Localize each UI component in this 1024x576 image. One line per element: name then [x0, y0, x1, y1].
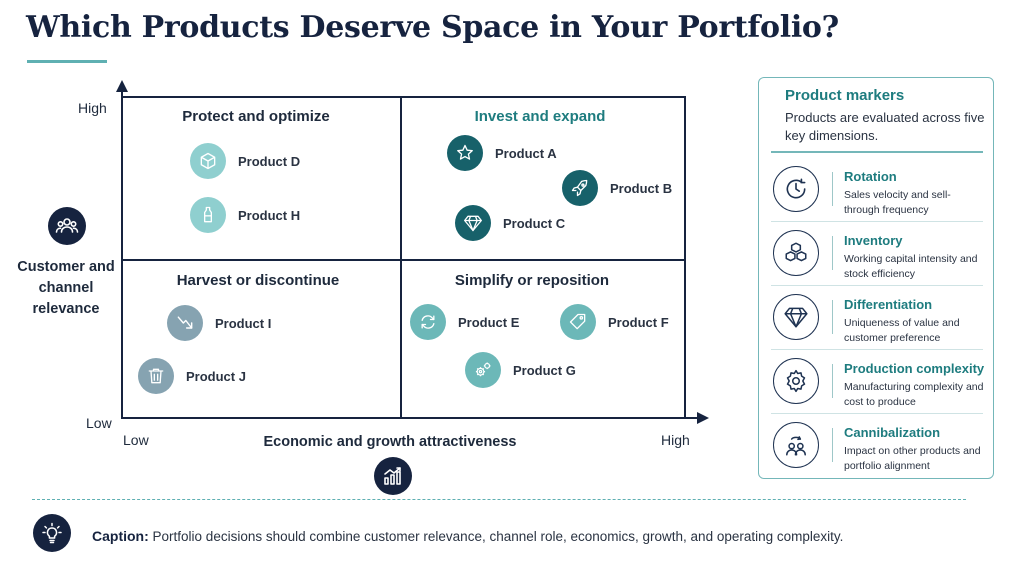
- lightbulb-icon: [33, 514, 71, 552]
- marker-separator: [832, 300, 833, 334]
- product-label: Product F: [608, 314, 669, 330]
- caption-divider: [32, 499, 966, 500]
- tag-icon: [560, 304, 596, 340]
- product-label: Product A: [495, 145, 557, 161]
- x-axis-low-label: Low: [123, 432, 149, 448]
- product-e: Product E: [410, 304, 519, 340]
- product-label: Product E: [458, 314, 520, 330]
- marker-separator: [832, 364, 833, 398]
- y-axis-high-label: High: [78, 100, 107, 116]
- product-f: Product F: [560, 304, 669, 340]
- people-icon: [48, 207, 86, 245]
- quadrant-title-invest: Invest and expand: [474, 108, 606, 125]
- x-axis-title: Economic and growth attractiveness: [263, 434, 517, 450]
- trash-icon: [138, 358, 174, 394]
- marker-description: Impact on other products and portfolio a…: [844, 445, 981, 472]
- marker-name: Differentiation: [844, 297, 933, 312]
- product-label: Product B: [610, 180, 673, 196]
- caption: Caption: Portfolio decisions should comb…: [92, 528, 843, 544]
- marker-name: Production complexity: [844, 361, 985, 376]
- product-markers-panel: Product markers Products are evaluated a…: [758, 77, 994, 479]
- marker-separator: [832, 172, 833, 206]
- product-h: Product H: [190, 197, 300, 233]
- marker-description: Uniqueness of value and customer prefere…: [844, 317, 960, 344]
- marker-cannibalization: Cannibalization Impact on other products…: [771, 414, 983, 478]
- marker-inventory: Inventory Working capital intensity and …: [771, 222, 983, 286]
- panel-divider: [771, 151, 983, 153]
- marker-name: Cannibalization: [844, 425, 941, 440]
- trend-down-icon: [167, 305, 203, 341]
- product-b: Product B: [562, 170, 672, 206]
- cube-icon: [190, 143, 226, 179]
- row-divider: [771, 285, 983, 286]
- bottle-icon: [190, 197, 226, 233]
- product-a: Product A: [447, 135, 557, 171]
- clock-icon: [773, 166, 819, 212]
- quadrant-title-harvest: Harvest or discontinue: [176, 272, 340, 289]
- marker-name: Rotation: [844, 169, 897, 184]
- panel-subtitle: Products are evaluated across five key d…: [785, 110, 985, 143]
- cycle-arrows-icon: [410, 304, 446, 340]
- marker-name: Inventory: [844, 233, 903, 248]
- product-label: Product H: [238, 207, 301, 223]
- gear-icon: [773, 358, 819, 404]
- marker-description: Manufacturing complexity and cost to pro…: [844, 381, 984, 408]
- product-g: Product G: [465, 352, 576, 388]
- rocket-icon: [562, 170, 598, 206]
- marker-description: Sales velocity and sell-through frequenc…: [844, 189, 951, 216]
- caption-text: Portfolio decisions should combine custo…: [152, 529, 844, 544]
- bar-chart-growth-icon: [374, 457, 412, 495]
- product-label: Product G: [513, 362, 576, 378]
- diamond-icon: [455, 205, 491, 241]
- quadrant-title-protect: Protect and optimize: [182, 108, 330, 125]
- product-c: Product C: [455, 205, 565, 241]
- x-axis-high-label: High: [661, 432, 690, 448]
- caption-label: Caption:: [92, 528, 149, 544]
- quadrant-title-simplify: Simplify or reposition: [454, 272, 610, 289]
- marker-separator: [832, 428, 833, 462]
- page-title: Which Products Deserve Space in Your Por…: [26, 10, 839, 45]
- y-axis-low-label: Low: [86, 415, 112, 431]
- diamond-icon: [773, 294, 819, 340]
- marker-differentiation: Differentiation Uniqueness of value and …: [771, 286, 983, 350]
- boxes-icon: [773, 230, 819, 276]
- product-label: Product I: [215, 315, 272, 331]
- star-icon: [447, 135, 483, 171]
- product-i: Product I: [167, 305, 271, 341]
- product-label: Product D: [238, 153, 301, 169]
- y-axis-title: Customer and channel relevance: [17, 259, 115, 317]
- row-divider: [771, 349, 983, 350]
- product-label: Product C: [503, 215, 566, 231]
- product-d: Product D: [190, 143, 300, 179]
- users-swap-icon: [773, 422, 819, 468]
- title-underline: [27, 60, 107, 63]
- marker-separator: [832, 236, 833, 270]
- row-divider: [771, 413, 983, 414]
- marker-rotation: Rotation Sales velocity and sell-through…: [771, 158, 983, 222]
- row-divider: [771, 221, 983, 222]
- marker-production-complexity: Production complexity Manufacturing comp…: [771, 350, 985, 414]
- panel-title: Product markers: [785, 87, 905, 104]
- product-j: Product J: [138, 358, 246, 394]
- gears-icon: [465, 352, 501, 388]
- product-label: Product J: [186, 368, 246, 384]
- marker-description: Working capital intensity and stock effi…: [844, 253, 978, 280]
